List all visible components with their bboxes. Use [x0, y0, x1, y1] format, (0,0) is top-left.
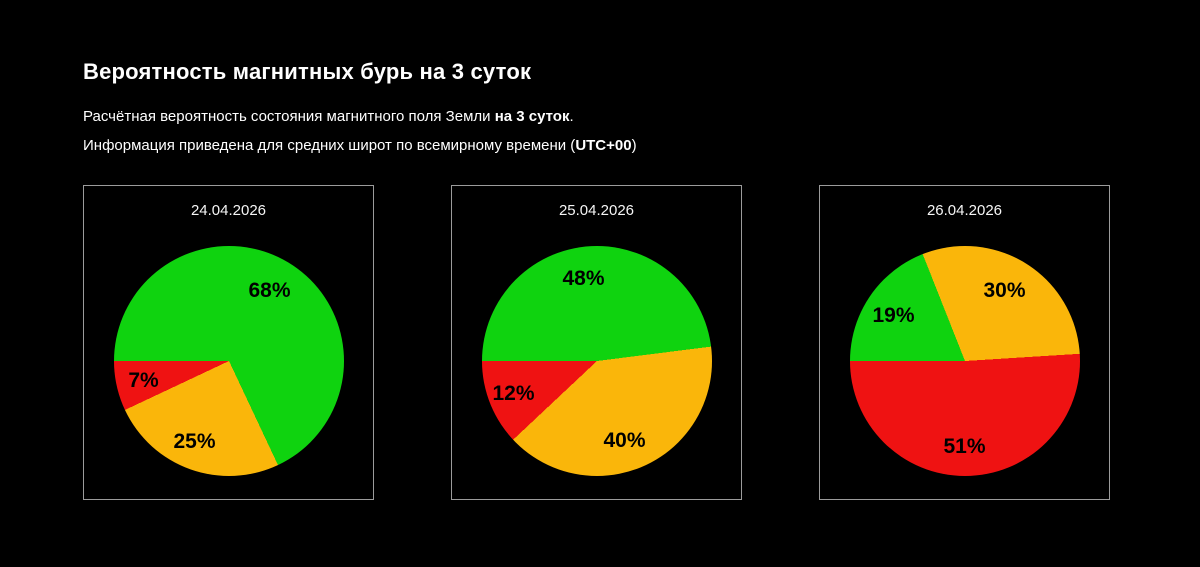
card-date-day-3: 26.04.2026 — [926, 202, 1003, 219]
pie-label-green-day-3: 19% — [872, 304, 915, 327]
subtitle-1-bold: на 3 суток — [494, 108, 570, 125]
subtitle-line-2: Информация приведена для средних широт п… — [83, 137, 1200, 155]
subtitle-2-text: Информация приведена для средних широт п… — [83, 137, 576, 154]
subtitle-2-bold: UTC+00 — [575, 137, 632, 154]
pie-label-green-day-2: 48% — [562, 267, 605, 290]
pie-label-red-day-3: 51% — [943, 435, 986, 458]
pie-chart-day-1: 68% 25% 7% — [113, 246, 344, 476]
pie-chart-day-2: 48% 40% 12% — [481, 246, 712, 476]
forecast-card-day-2: 25.04.2026 48% 40% 12% — [451, 185, 742, 500]
subtitle-1-suffix: . — [569, 108, 574, 125]
card-date-day-2: 25.04.2026 — [558, 202, 635, 219]
pie-label-green-day-1: 68% — [248, 279, 291, 302]
pie-chart-day-3: 19% 30% 51% — [849, 246, 1080, 476]
pie-label-red-day-2: 12% — [492, 382, 535, 405]
pie-label-orange-day-2: 40% — [603, 429, 646, 452]
forecast-card-day-1: 24.04.2026 68% 25% 7% — [83, 185, 374, 500]
pie-label-orange-day-1: 25% — [173, 430, 216, 453]
forecast-card-day-3: 26.04.2026 19% 30% 51% — [819, 185, 1110, 500]
page-title: Вероятность магнитных бурь на 3 суток — [83, 59, 532, 84]
subtitle-1-text: Расчётная вероятность состояния магнитно… — [83, 108, 495, 125]
forecast-cards-row: 24.04.2026 68% 25% 7% 25.04.2026 48% 40%… — [83, 185, 1200, 500]
card-date-day-1: 24.04.2026 — [190, 202, 267, 219]
pie-label-orange-day-3: 30% — [983, 279, 1026, 302]
pie-label-red-day-1: 7% — [128, 369, 159, 392]
subtitle-line-1: Расчётная вероятность состояния магнитно… — [83, 108, 1200, 126]
subtitle-2-suffix: ) — [631, 137, 637, 154]
